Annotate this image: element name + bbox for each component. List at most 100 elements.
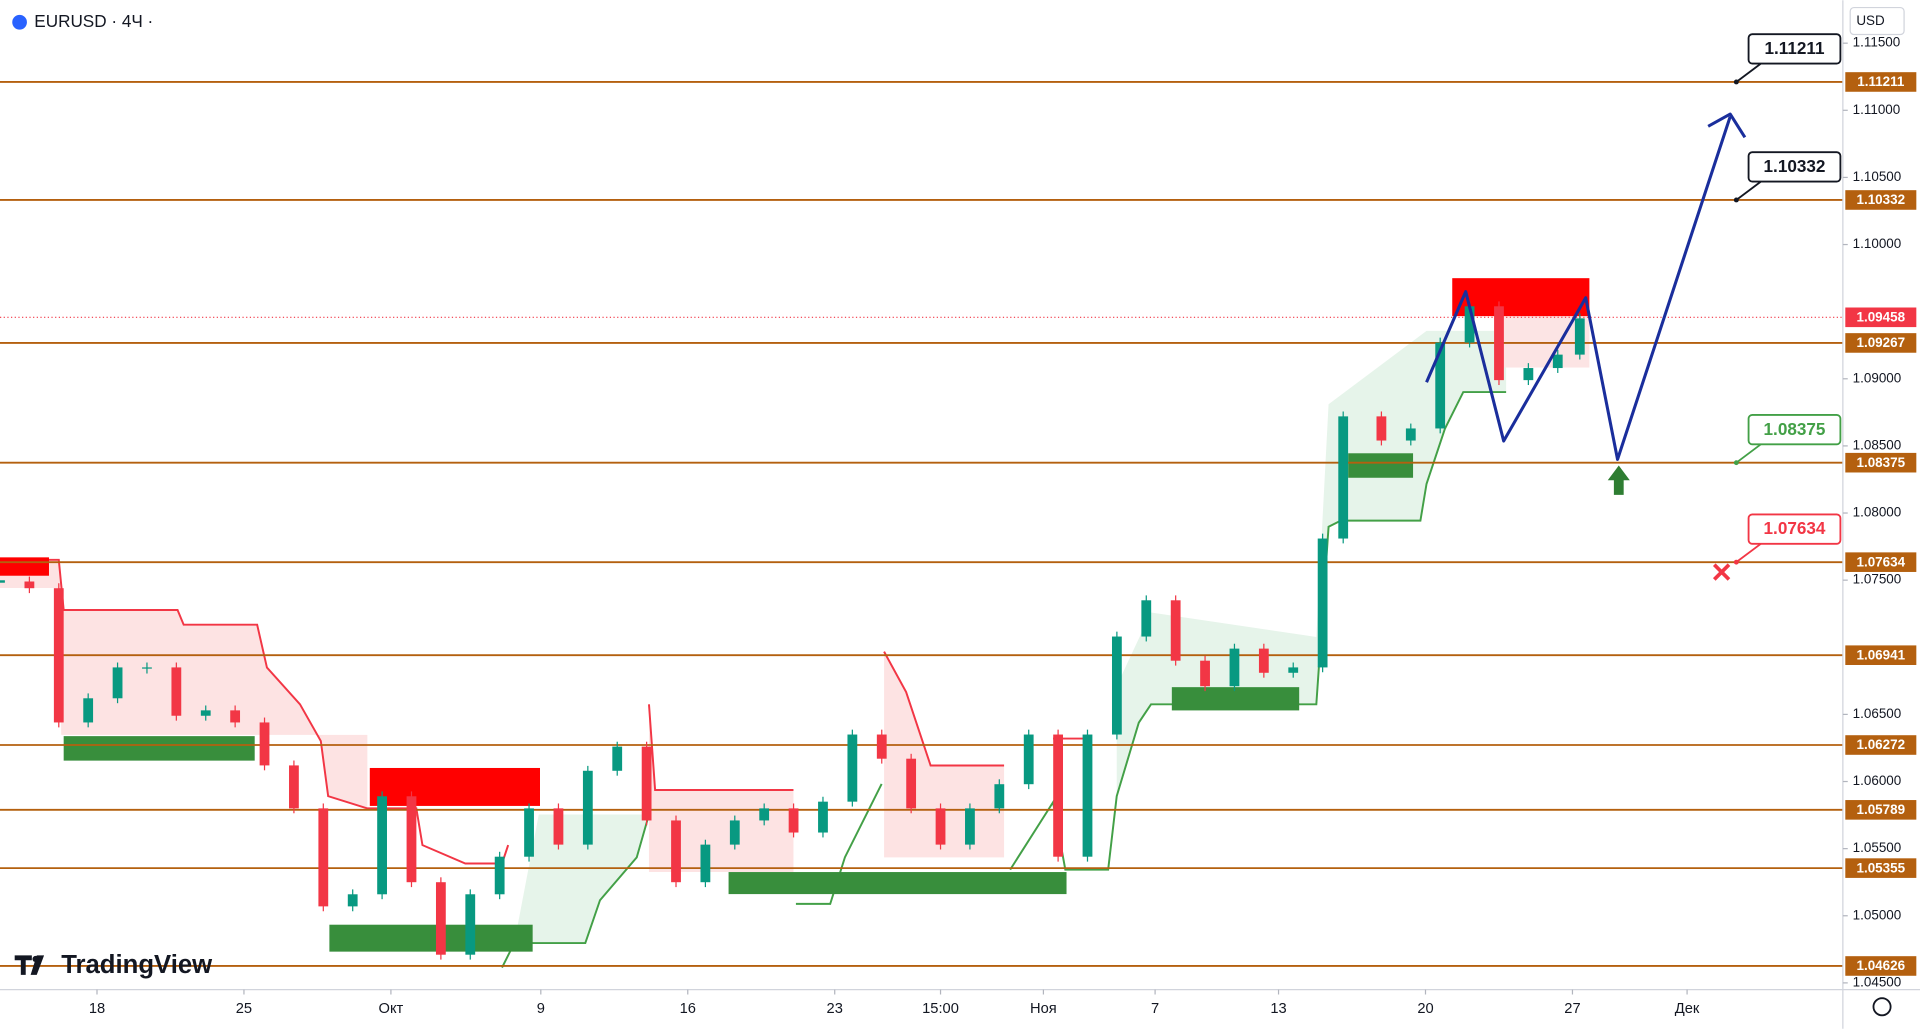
candle	[259, 722, 270, 766]
level-label-bg	[1845, 452, 1917, 473]
y-tick-label: 1.05000	[1853, 907, 1902, 922]
candle	[1435, 342, 1446, 429]
level-label: 1.07634	[1856, 554, 1905, 569]
candle	[612, 746, 623, 771]
symbol: EURUSD · 4Ч ·	[34, 11, 153, 31]
plot	[0, 81, 1843, 967]
y-tick-label: 1.08000	[1853, 505, 1902, 520]
candle	[53, 588, 64, 723]
candle	[1053, 734, 1063, 857]
candle	[671, 820, 681, 883]
buy-arrow	[1607, 465, 1630, 495]
x-tick-label: 23	[827, 1001, 843, 1017]
callout-box	[1747, 414, 1842, 446]
callout-label: 1.07634	[1764, 518, 1826, 538]
demand-zone	[1348, 453, 1414, 478]
brand-logo: TradingView	[14, 951, 213, 979]
level-label: 1.06272	[1856, 737, 1905, 752]
candle	[1405, 428, 1416, 441]
x-tick-label: 20	[1417, 1001, 1433, 1017]
candle	[112, 667, 123, 699]
current-price-bg	[1845, 307, 1917, 328]
candle	[729, 820, 740, 845]
candle	[847, 734, 858, 802]
callout-label: 1.08375	[1764, 419, 1826, 439]
candle	[289, 765, 299, 809]
candle	[1141, 600, 1152, 637]
candle	[171, 667, 182, 716]
candle	[230, 710, 241, 723]
candle	[1258, 648, 1269, 673]
supertrend	[0, 330, 1507, 968]
x-tick-label: 27	[1564, 1001, 1580, 1017]
candle	[24, 581, 35, 589]
currency-button[interactable]	[1849, 6, 1905, 36]
level-label-bg	[1845, 735, 1917, 755]
forecast-arrowhead	[1707, 112, 1747, 139]
candle	[1523, 368, 1534, 381]
y-tick-label: 1.11500	[1853, 35, 1901, 50]
x-tick-label: Дек	[1675, 1001, 1700, 1017]
callout-connector	[1735, 543, 1762, 563]
candle	[1464, 306, 1475, 343]
candle	[1574, 318, 1585, 355]
brand: TradingView	[61, 951, 213, 979]
candle	[759, 808, 770, 821]
level-label-bg	[1845, 645, 1917, 665]
level-label: 1.09267	[1856, 335, 1905, 350]
y-tick-label: 1.09000	[1853, 370, 1902, 385]
forecast	[1425, 112, 1747, 461]
level-label-bg	[1845, 956, 1917, 976]
candle	[1338, 416, 1349, 539]
candle	[1111, 636, 1122, 735]
candle	[83, 698, 94, 723]
candle	[318, 808, 329, 907]
level-label: 1.10332	[1856, 192, 1905, 207]
x-tick-label: Ноя	[1030, 1001, 1057, 1017]
candle	[1170, 600, 1181, 661]
y-tick-label: 1.10500	[1853, 169, 1902, 184]
candle	[1494, 306, 1504, 381]
level-label-bg	[1845, 190, 1917, 210]
candle	[965, 808, 975, 845]
callout-anchor	[1733, 79, 1739, 85]
callout-label: 1.11211	[1764, 38, 1824, 58]
demand-zone	[63, 736, 255, 761]
level-label: 1.11211	[1857, 74, 1905, 89]
y-tick-label: 1.11000	[1853, 102, 1901, 117]
symbol-icon	[12, 14, 27, 30]
level-label-bg	[1845, 800, 1917, 820]
x-tick-label: 13	[1270, 1001, 1286, 1017]
forecast-path	[1425, 116, 1732, 461]
candle	[582, 770, 593, 845]
level-label-bg	[1845, 72, 1917, 92]
cancel-mark	[1712, 563, 1731, 581]
callout-anchor	[1733, 460, 1739, 466]
callout-box	[1747, 513, 1842, 545]
candle	[142, 667, 152, 669]
callout-connector	[1735, 180, 1762, 201]
y-tick-label: 1.05500	[1853, 840, 1902, 855]
y-tick-label: 1.06500	[1853, 706, 1902, 721]
currency[interactable]: USD	[1856, 13, 1885, 28]
candle	[406, 796, 417, 883]
level-label-bg	[1845, 858, 1917, 878]
level-label: 1.06941	[1856, 647, 1905, 662]
candle	[377, 796, 387, 895]
y-tick-label: 1.08500	[1853, 437, 1902, 452]
candle	[935, 808, 946, 845]
candle	[700, 844, 711, 883]
x-tick-label: 16	[680, 1001, 696, 1017]
settings-button[interactable]	[1872, 997, 1892, 1017]
y-tick-label: 1.10000	[1853, 236, 1902, 251]
demand-zone	[728, 872, 1067, 895]
candle	[876, 734, 887, 759]
level-label-bg	[1845, 333, 1917, 353]
callout-box	[1747, 33, 1842, 65]
candle	[1288, 667, 1299, 673]
level-label: 1.08375	[1856, 455, 1905, 470]
callout-connector	[1735, 62, 1762, 83]
current-price-label: 1.09458	[1856, 309, 1905, 324]
candle	[1200, 660, 1210, 687]
